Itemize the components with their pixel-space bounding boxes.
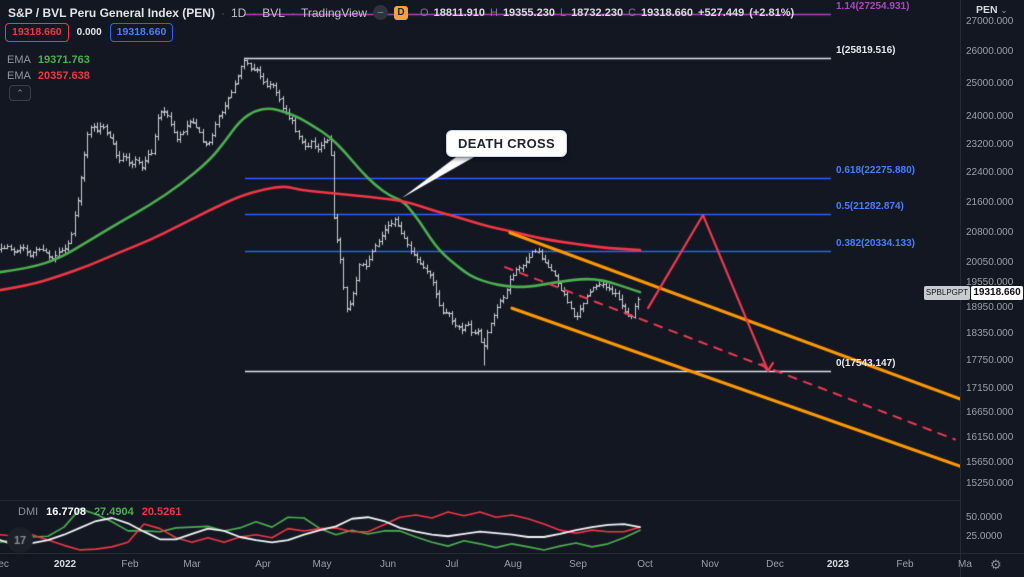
separator-dot: · (290, 5, 295, 20)
currency-label: PEN (976, 4, 998, 16)
symbol-tag: SPBLPGPT (924, 286, 970, 300)
price-tick: 23200.000 (966, 139, 1014, 150)
time-tick: Jul (445, 559, 459, 570)
dmi-adx-value: 16.7708 (46, 506, 86, 518)
price-tick: 27000.000 (966, 16, 1014, 27)
bid-ask-row: 19318.660 0.000 19318.660 (5, 23, 174, 42)
chevron-down-icon: ⌄ (1000, 6, 1008, 15)
ema-label: EMA (7, 54, 31, 66)
change-value: +527.449 (698, 6, 745, 19)
price-tick: 16150.000 (966, 432, 1014, 443)
pane-separator[interactable] (0, 500, 960, 501)
dmi-indicator-legend[interactable]: DMI 16.7708 27.4904 20.5261 (18, 506, 181, 518)
collapse-legend-button[interactable]: ⌃ (9, 85, 31, 101)
time-tick: Feb (121, 559, 139, 570)
price-tick: 20800.000 (966, 227, 1014, 238)
high-label: H (489, 6, 498, 19)
time-tick: May (312, 559, 332, 570)
dmi-plus-di-value: 27.4904 (93, 506, 134, 518)
separator-dot: · (220, 5, 225, 20)
minimize-badge-icon[interactable]: – (373, 5, 389, 20)
spread-value: 0.000 (76, 27, 102, 38)
time-tick: Ma (958, 559, 972, 570)
price-tick: 17150.000 (966, 383, 1014, 394)
time-axis-panel[interactable]: Dec 2022 Feb Mar Apr May Jun Jul Aug Sep Oct Nov Dec… (0, 554, 1024, 577)
last-price-tag: 19318.660 (971, 286, 1023, 300)
daily-badge-icon[interactable]: D (394, 5, 409, 20)
indicator-tick: 50.0000 (966, 512, 1003, 523)
ema-label: EMA (7, 70, 31, 82)
price-tick: 15650.000 (966, 457, 1014, 468)
brand-label: TradingView (300, 5, 368, 20)
open-value: 18811.910 (433, 6, 485, 19)
price-tick: 19550.000 (966, 277, 1014, 288)
annotation-text: DEATH CROSS (458, 136, 555, 151)
time-tick: Aug (504, 559, 522, 570)
gear-icon[interactable]: ⚙ (990, 557, 1002, 572)
ema-fast-value: 19371.763 (37, 54, 90, 66)
time-axis-separator (0, 553, 1024, 554)
symbol-legend[interactable]: S&P / BVL Peru General Index (PEN) · 1D … (8, 5, 794, 20)
low-label: L (559, 6, 567, 19)
price-tick: 22400.000 (966, 167, 1014, 178)
exchange-label[interactable]: BVL (262, 5, 285, 20)
time-tick: Jun (379, 559, 397, 570)
time-tick: 2022 (53, 559, 77, 570)
death-cross-annotation[interactable]: DEATH CROSS (446, 130, 567, 157)
sell-price-button[interactable]: 19318.660 (5, 23, 69, 42)
time-tick: Mar (183, 559, 201, 570)
fib-level-label: 1.14(27254.931) (836, 1, 910, 12)
change-percent: (+2.81%) (749, 6, 795, 19)
dmi-label: DMI (18, 506, 39, 518)
fib-level-label: 0(17543.147) (836, 358, 896, 369)
ohlc-readout: O 18811.910 H 19355.230 L 18732.230 C 19318.… (420, 7, 794, 19)
price-tick: 16650.000 (966, 407, 1014, 418)
close-label: C (628, 6, 637, 19)
price-tick: 21600.000 (966, 197, 1014, 208)
interval-label[interactable]: 1D (230, 5, 247, 20)
price-chart-canvas[interactable] (0, 0, 962, 553)
dmi-minus-di-value: 20.5261 (141, 506, 182, 518)
close-value: 19318.660 (641, 6, 694, 19)
price-tick: 25000.000 (966, 78, 1014, 89)
ema-legend-slow[interactable]: EMA 20357.638 (7, 70, 90, 82)
fib-level-label: 0.618(22275.880) (836, 165, 915, 176)
time-tick: Apr (255, 559, 271, 570)
chevron-up-icon: ⌃ (16, 87, 24, 98)
price-tick: 18950.000 (966, 302, 1014, 313)
symbol-title[interactable]: S&P / BVL Peru General Index (PEN) (8, 5, 215, 20)
open-label: O (420, 6, 429, 19)
fib-level-label: 0.5(21282.874) (836, 201, 904, 212)
currency-dropdown[interactable]: PEN ⌄ (976, 4, 1007, 16)
time-tick: 2023 (826, 559, 850, 570)
separator-dot: · (252, 5, 257, 20)
time-tick: Dec (766, 559, 784, 570)
time-tick: Nov (701, 559, 719, 570)
fib-level-label: 1(25819.516) (836, 45, 896, 56)
ema-slow-value: 20357.638 (37, 70, 90, 82)
price-tick: 17750.000 (966, 355, 1014, 366)
fib-level-label: 0.382(20334.133) (836, 238, 915, 249)
time-tick: Oct (637, 559, 653, 570)
price-tick: 24000.000 (966, 111, 1014, 122)
price-tick: 15250.000 (966, 478, 1014, 489)
time-tick: Sep (569, 559, 587, 570)
price-tick: 18350.000 (966, 328, 1014, 339)
price-tick: 20050.000 (966, 257, 1014, 268)
time-tick: Dec (0, 559, 9, 570)
price-tick: 26000.000 (966, 46, 1014, 57)
buy-price-button[interactable]: 19318.660 (109, 23, 174, 42)
low-value: 18732.230 (571, 6, 624, 19)
price-axis-panel[interactable]: PEN ⌄ 27000.000 26000.000 25000.000 24000.00… (961, 0, 1024, 553)
high-value: 19355.230 (502, 6, 555, 19)
time-tick: Feb (896, 559, 914, 570)
ema-legend-fast[interactable]: EMA 19371.763 (7, 54, 90, 66)
indicator-tick: 25.0000 (966, 531, 1003, 542)
